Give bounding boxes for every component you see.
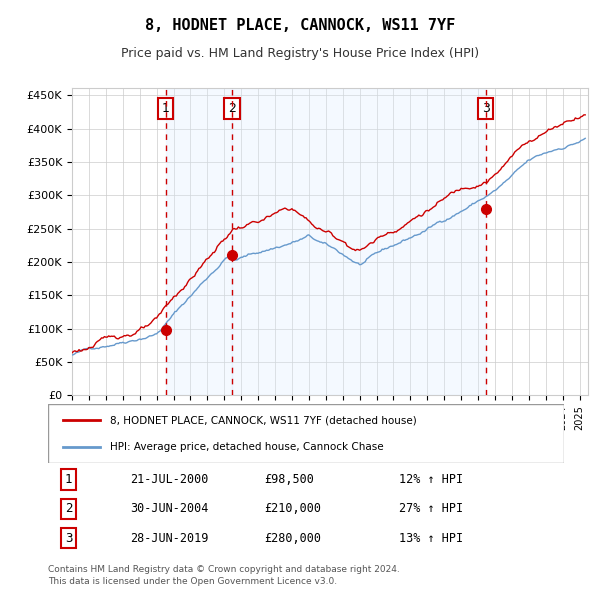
- Text: £210,000: £210,000: [265, 502, 322, 516]
- Text: 28-JUN-2019: 28-JUN-2019: [131, 532, 209, 545]
- Text: This data is licensed under the Open Government Licence v3.0.: This data is licensed under the Open Gov…: [48, 577, 337, 586]
- Text: 21-JUL-2000: 21-JUL-2000: [131, 473, 209, 486]
- FancyBboxPatch shape: [48, 404, 564, 463]
- Bar: [232, 88, 486, 395]
- Text: 1: 1: [65, 473, 73, 486]
- Text: 1: 1: [162, 102, 170, 115]
- Text: 3: 3: [65, 532, 73, 545]
- Bar: [166, 88, 232, 395]
- Text: Price paid vs. HM Land Registry's House Price Index (HPI): Price paid vs. HM Land Registry's House …: [121, 47, 479, 60]
- Text: 27% ↑ HPI: 27% ↑ HPI: [399, 502, 463, 516]
- Text: HPI: Average price, detached house, Cannock Chase: HPI: Average price, detached house, Cann…: [110, 442, 383, 451]
- Text: 12% ↑ HPI: 12% ↑ HPI: [399, 473, 463, 486]
- Text: 30-JUN-2004: 30-JUN-2004: [131, 502, 209, 516]
- Text: 8, HODNET PLACE, CANNOCK, WS11 7YF: 8, HODNET PLACE, CANNOCK, WS11 7YF: [145, 18, 455, 32]
- Text: 8, HODNET PLACE, CANNOCK, WS11 7YF (detached house): 8, HODNET PLACE, CANNOCK, WS11 7YF (deta…: [110, 415, 416, 425]
- Text: £98,500: £98,500: [265, 473, 314, 486]
- Text: 13% ↑ HPI: 13% ↑ HPI: [399, 532, 463, 545]
- Text: 2: 2: [228, 102, 236, 115]
- Text: 2: 2: [65, 502, 73, 516]
- Text: 3: 3: [482, 102, 490, 115]
- Text: Contains HM Land Registry data © Crown copyright and database right 2024.: Contains HM Land Registry data © Crown c…: [48, 565, 400, 574]
- Text: £280,000: £280,000: [265, 532, 322, 545]
